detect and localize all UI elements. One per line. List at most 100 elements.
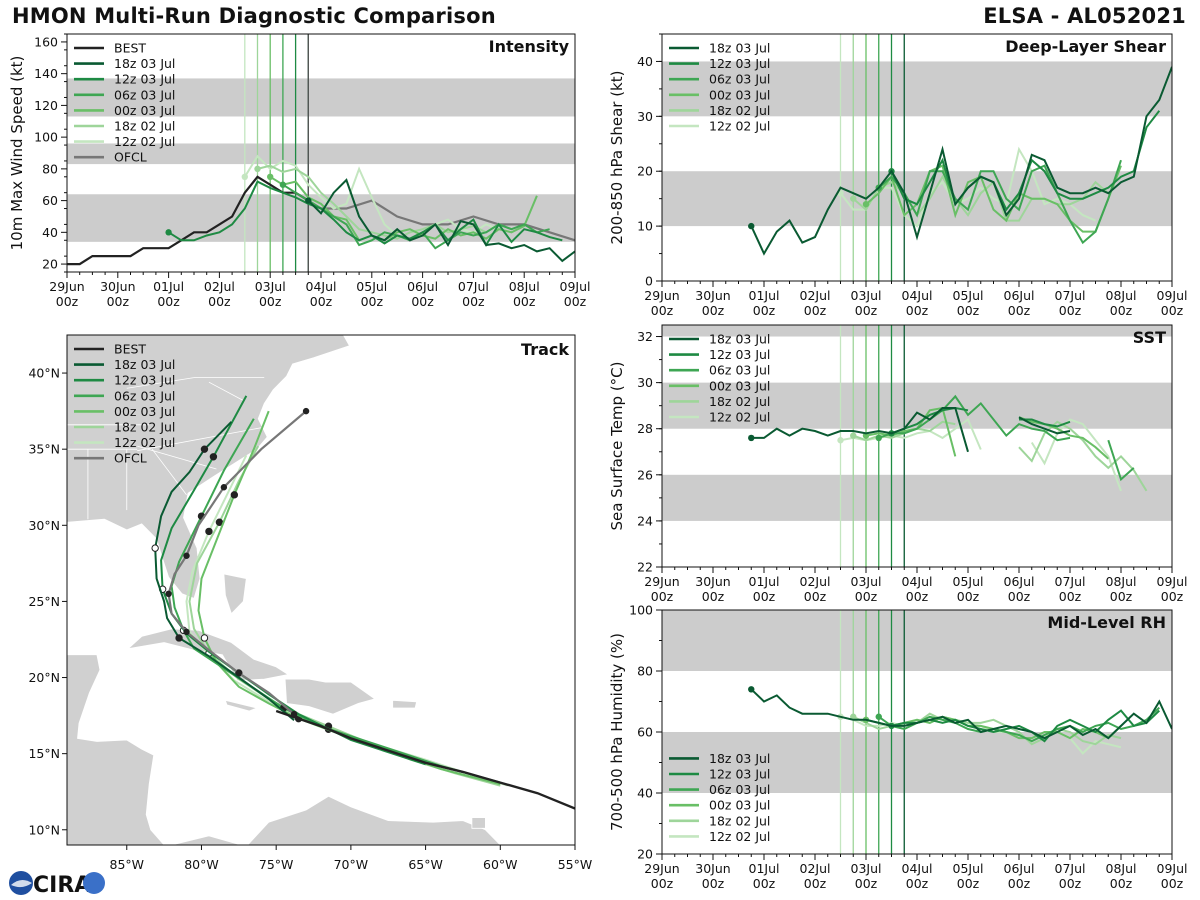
track-day-marker xyxy=(209,453,218,461)
track-day-marker xyxy=(205,527,213,536)
x-tick-label-hour: 00z xyxy=(1161,876,1184,891)
x-tick-label-date: 29Jun xyxy=(49,279,84,294)
x-tick-label-hour: 00z xyxy=(855,589,878,604)
series-line-12z-03-Jul xyxy=(168,180,563,248)
cira-logo-icon: CIRA xyxy=(9,871,105,898)
sst-plot-area xyxy=(662,325,1172,567)
legend-label: 12z 02 Jul xyxy=(114,435,175,450)
legend-label: 18z 02 Jul xyxy=(709,394,770,409)
land-polygon xyxy=(224,699,259,712)
lon-tick-label: 75°W xyxy=(259,857,294,872)
x-tick-label-hour: 00z xyxy=(957,303,980,318)
x-tick-label-hour: 00z xyxy=(1059,303,1082,318)
y-tick-label: 26 xyxy=(637,467,653,482)
intensity-threshold-band xyxy=(67,143,575,165)
lon-tick-label: 80°W xyxy=(184,857,219,872)
series-init-point xyxy=(875,713,882,720)
x-tick-label-date: 07Jul xyxy=(1055,861,1086,876)
x-tick-label-date: 02Jul xyxy=(204,279,235,294)
state-border xyxy=(137,445,217,470)
x-tick-label-date: 01Jul xyxy=(153,279,184,294)
legend-label: 06z 03 Jul xyxy=(709,72,770,87)
legend-label: 06z 03 Jul xyxy=(114,87,175,102)
shear-threshold-band xyxy=(662,171,1172,227)
x-tick-label-hour: 00z xyxy=(702,876,725,891)
x-tick-label-date: 29Jun xyxy=(644,288,679,303)
x-tick-label-date: 01Jul xyxy=(749,288,780,303)
x-tick-label-date: 29Jun xyxy=(644,861,679,876)
legend-label: 18z 03 Jul xyxy=(709,751,770,766)
series-line-06z-03-Jul xyxy=(878,394,1135,482)
intensity-threshold-band xyxy=(67,194,575,242)
ofcl-marker xyxy=(183,552,190,559)
series-init-point xyxy=(748,686,755,693)
y-tick-label: 60 xyxy=(42,193,58,208)
x-tick-label-date: 02Jul xyxy=(800,861,831,876)
logo-badge xyxy=(83,872,105,894)
x-tick-label-date: 04Jul xyxy=(902,861,933,876)
series-init-point xyxy=(254,165,261,173)
lon-tick-label: 55°W xyxy=(558,857,593,872)
land-polygon xyxy=(67,654,165,845)
x-tick-label-date: 09Jul xyxy=(1157,861,1188,876)
legend-label: 12z 02 Jul xyxy=(709,829,770,844)
legend-label: OFCL xyxy=(114,150,147,165)
logo-swoosh xyxy=(11,879,32,888)
x-tick-label-date: 30Jun xyxy=(100,279,135,294)
series-init-point xyxy=(305,197,312,204)
legend-label: 18z 03 Jul xyxy=(709,332,770,347)
series-line-18z-02-Jul xyxy=(257,164,512,240)
ofcl-marker xyxy=(220,484,228,491)
track-frame xyxy=(66,334,576,846)
state-border xyxy=(208,381,244,401)
legend-label: 18z 02 Jul xyxy=(114,420,175,435)
series-init-point xyxy=(279,181,287,188)
x-tick-label-date: 07Jul xyxy=(458,279,489,294)
legend-label: 00z 03 Jul xyxy=(114,103,175,118)
x-tick-label-hour: 00z xyxy=(804,589,827,604)
land-polygon xyxy=(223,573,247,615)
x-tick-label-hour: 00z xyxy=(1059,589,1082,604)
legend-label: 12z 03 Jul xyxy=(709,767,770,782)
state-border xyxy=(151,448,187,496)
y-tick-label: 40 xyxy=(637,786,653,801)
legend-label: 12z 03 Jul xyxy=(709,56,770,71)
x-tick-label-hour: 00z xyxy=(957,589,980,604)
x-tick-label-date: 01Jul xyxy=(749,574,780,589)
ofcl-marker xyxy=(235,669,243,677)
rh-plot-area xyxy=(662,610,1172,854)
y-tick-label: 20 xyxy=(637,847,653,862)
lat-tick-label: 20°N xyxy=(28,670,60,685)
x-tick-label-hour: 00z xyxy=(513,294,536,309)
x-tick-label-hour: 00z xyxy=(906,876,929,891)
lon-tick-label: 85°W xyxy=(110,857,145,872)
legend-label: 18z 03 Jul xyxy=(114,56,175,71)
series-init-point xyxy=(267,173,274,180)
legend-label: 12z 02 Jul xyxy=(709,119,770,134)
x-tick-label-hour: 00z xyxy=(1110,589,1133,604)
series-line-18z-03-Jul xyxy=(751,407,1071,453)
track-map-area xyxy=(67,335,575,845)
x-tick-label-date: 06Jul xyxy=(407,279,438,294)
legend-label: 18z 02 Jul xyxy=(709,103,770,118)
legend-label: 12z 03 Jul xyxy=(709,347,770,362)
shear-plot-area xyxy=(662,34,1172,281)
x-tick-label-hour: 00z xyxy=(804,303,827,318)
shear-title: Deep-Layer Shear xyxy=(1005,37,1166,56)
series-line-06z-03-Jul xyxy=(878,159,1122,245)
y-tick-label: 100 xyxy=(34,130,58,145)
rh-ylabel: 700-500 hPa Humidity (%) xyxy=(608,633,626,831)
figure-title: HMON Multi-Run Diagnostic Comparison xyxy=(12,4,496,28)
intensity-threshold-band xyxy=(67,78,575,117)
lat-tick-label: 30°N xyxy=(28,518,60,533)
series-line-18z-03-Jul xyxy=(750,688,1172,740)
x-tick-label-hour: 00z xyxy=(1008,876,1031,891)
legend-label: BEST xyxy=(114,342,146,357)
legend-label: 18z 03 Jul xyxy=(114,357,175,372)
legend-label: 00z 03 Jul xyxy=(709,87,770,102)
x-tick-label-hour: 00z xyxy=(462,294,485,309)
x-tick-label-date: 30Jun xyxy=(695,288,730,303)
sst-ylabel: Sea Surface Temp (°C) xyxy=(608,361,626,530)
x-tick-label-hour: 00z xyxy=(259,294,282,309)
x-tick-label-hour: 00z xyxy=(855,303,878,318)
